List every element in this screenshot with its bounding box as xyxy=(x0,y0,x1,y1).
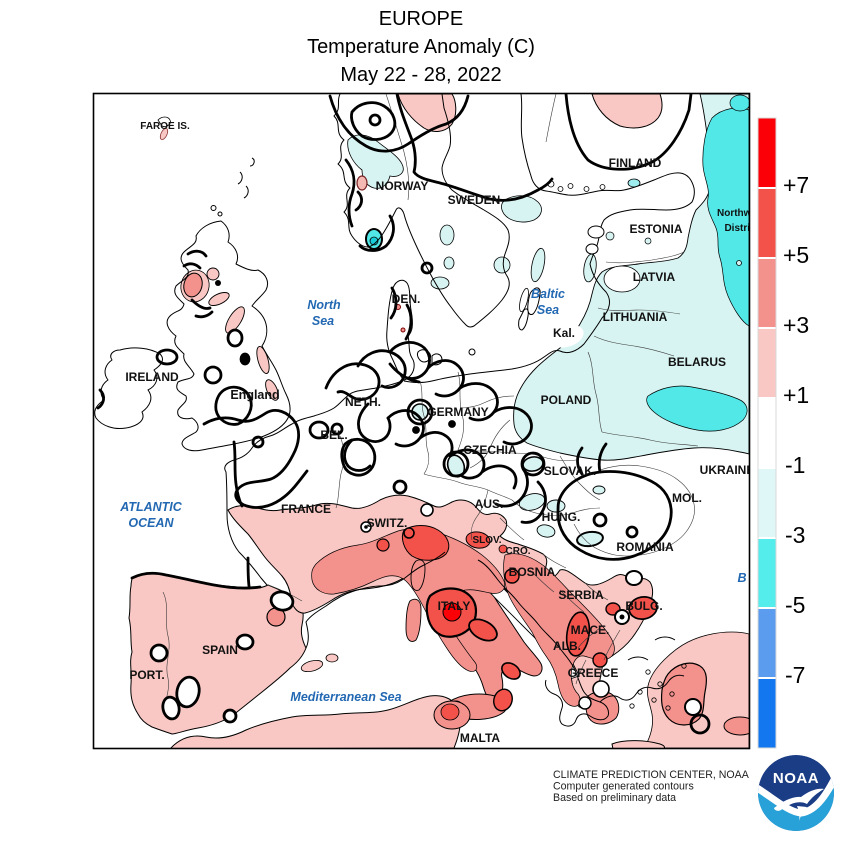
svg-text:DEN.: DEN. xyxy=(392,292,421,306)
svg-text:GERMANY: GERMANY xyxy=(427,405,488,419)
svg-text:CZECHIA: CZECHIA xyxy=(463,443,517,457)
svg-text:FINLAND: FINLAND xyxy=(609,156,662,170)
svg-text:GREECE: GREECE xyxy=(568,666,619,680)
svg-text:MACE.: MACE. xyxy=(571,623,610,637)
svg-text:FAROE IS.: FAROE IS. xyxy=(140,121,190,132)
svg-text:Sea: Sea xyxy=(537,303,559,317)
svg-text:Distric: Distric xyxy=(724,223,756,234)
svg-text:ALB.: ALB. xyxy=(553,639,581,653)
svg-text:Temperature Anomaly (C): Temperature Anomaly (C) xyxy=(307,36,535,58)
svg-text:+7: +7 xyxy=(783,172,809,198)
svg-text:POLAND: POLAND xyxy=(541,393,592,407)
svg-text:B: B xyxy=(737,571,746,585)
svg-text:England: England xyxy=(230,388,279,402)
svg-text:SERBIA: SERBIA xyxy=(558,588,604,602)
svg-text:Mediterranean Sea: Mediterranean Sea xyxy=(290,690,401,704)
svg-text:+3: +3 xyxy=(783,312,809,338)
svg-text:-1: -1 xyxy=(785,452,805,478)
svg-text:LITHUANIA: LITHUANIA xyxy=(603,310,668,324)
svg-text:SPAIN: SPAIN xyxy=(202,643,238,657)
svg-text:SWEDEN: SWEDEN xyxy=(448,193,501,207)
svg-text:MALTA: MALTA xyxy=(460,731,501,745)
svg-text:Kal.: Kal. xyxy=(553,326,575,340)
svg-text:NETH.: NETH. xyxy=(345,395,381,409)
svg-text:UKRAINE: UKRAINE xyxy=(700,463,755,477)
svg-text:SLOV.: SLOV. xyxy=(472,535,501,546)
svg-text:BELARUS: BELARUS xyxy=(668,355,726,369)
svg-text:+1: +1 xyxy=(783,382,809,408)
svg-text:ATLANTIC: ATLANTIC xyxy=(119,500,183,514)
svg-text:ROMANIA: ROMANIA xyxy=(616,540,674,554)
svg-text:North: North xyxy=(307,298,341,312)
svg-text:BULG.: BULG. xyxy=(625,599,662,613)
svg-text:-5: -5 xyxy=(785,592,805,618)
svg-text:MOL.: MOL. xyxy=(672,491,702,505)
svg-text:-3: -3 xyxy=(785,522,805,548)
svg-text:Based on preliminary data: Based on preliminary data xyxy=(553,792,676,804)
svg-text:-7: -7 xyxy=(785,662,805,688)
svg-text:+5: +5 xyxy=(783,242,809,268)
svg-text:EUROPE: EUROPE xyxy=(379,8,463,30)
svg-text:CRO.: CRO. xyxy=(506,546,531,557)
svg-text:FRANCE: FRANCE xyxy=(281,502,331,516)
svg-text:BEL.: BEL. xyxy=(320,428,347,442)
svg-text:SLOVAK.: SLOVAK. xyxy=(544,464,596,478)
svg-text:NOAA: NOAA xyxy=(773,770,819,787)
svg-text:AUS.: AUS. xyxy=(475,497,504,511)
svg-text:Computer generated contours: Computer generated contours xyxy=(553,781,694,793)
svg-text:NORWAY: NORWAY xyxy=(376,179,429,193)
svg-text:PORT.: PORT. xyxy=(129,668,164,682)
svg-text:OCEAN: OCEAN xyxy=(128,516,174,530)
svg-text:CLIMATE PREDICTION CENTER, NOA: CLIMATE PREDICTION CENTER, NOAA xyxy=(553,769,750,781)
svg-text:LATVIA: LATVIA xyxy=(633,270,676,284)
svg-text:ESTONIA: ESTONIA xyxy=(629,222,682,236)
svg-text:HUNG.: HUNG. xyxy=(542,510,581,524)
svg-text:IRELAND: IRELAND xyxy=(125,370,179,384)
svg-text:ITALY: ITALY xyxy=(438,599,471,613)
svg-text:SWITZ.: SWITZ. xyxy=(367,516,408,530)
svg-text:Sea: Sea xyxy=(312,314,334,328)
svg-text:BOSNIA: BOSNIA xyxy=(509,565,556,579)
svg-text:Northwe: Northwe xyxy=(717,208,757,219)
svg-text:Baltic: Baltic xyxy=(531,287,565,301)
svg-text:May 22 - 28, 2022: May 22 - 28, 2022 xyxy=(340,64,501,86)
